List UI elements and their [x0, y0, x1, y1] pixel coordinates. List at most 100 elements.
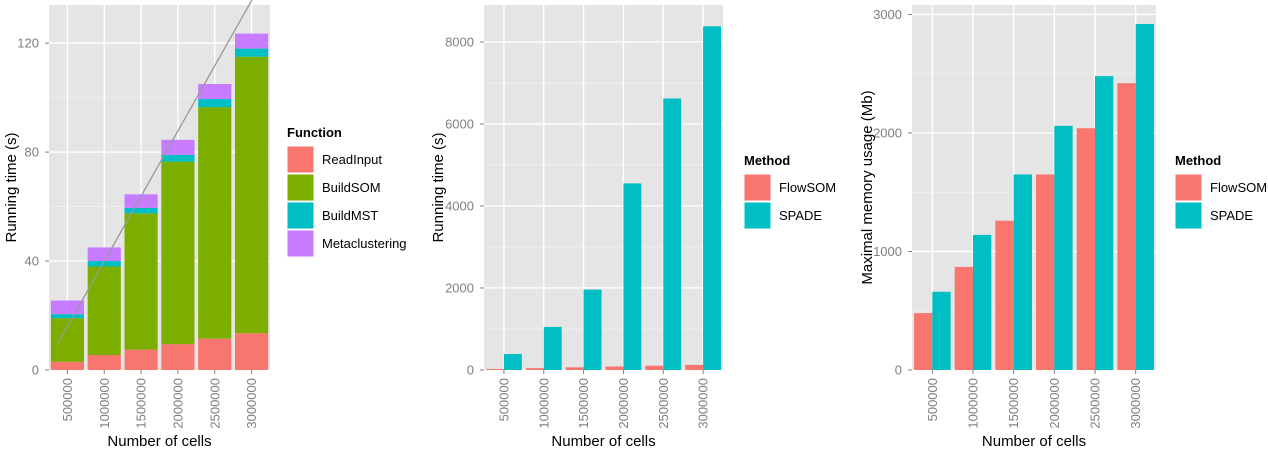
legend-label-spade: SPADE: [1210, 208, 1253, 223]
y-tick-label: 0: [467, 363, 474, 378]
y-axis-title: Maximal memory usage (Mb): [859, 90, 876, 284]
bar-spade: [583, 289, 602, 370]
legend-label-spade: SPADE: [779, 208, 822, 223]
legend-title: Method: [1175, 153, 1221, 168]
bar-segment-metaclustering: [87, 247, 121, 262]
bar-segment-buildsom: [235, 56, 269, 334]
bar-spade: [503, 354, 522, 370]
bar-segment-buildmst: [235, 48, 269, 57]
x-tick-label: 2000000: [170, 378, 185, 429]
chart-3: 0 1000 2000 3000 500000 1000000 1500000 2000000…: [859, 5, 1267, 450]
legend: Method FlowSOM SPADE: [743, 153, 836, 230]
legend-key-buildmst: [286, 201, 315, 230]
x-tick-label: 2500000: [656, 378, 671, 429]
legend-label-metaclustering: Metaclustering: [322, 236, 407, 251]
bar-spade: [663, 98, 682, 370]
bar-flowsom: [685, 364, 704, 370]
y-tick-label: 3000: [873, 7, 902, 22]
x-tick-label: 3000000: [696, 378, 711, 429]
x-tick-label: 2000000: [1047, 378, 1062, 429]
x-tick-label: 2500000: [207, 378, 222, 429]
bar-spade: [703, 26, 722, 371]
bar-spade: [623, 183, 642, 370]
legend-label-flowsom: FlowSOM: [1210, 180, 1267, 195]
x-tick-label: 1000000: [966, 378, 981, 429]
bar-segment-metaclustering: [124, 194, 158, 208]
reference-line: [57, 0, 253, 344]
legend-label-readinput: ReadInput: [322, 152, 382, 167]
bar-segment-buildsom: [161, 161, 195, 345]
chart-2: 0 2000 4000 6000 8000 500000 1000000 1500000 200…: [430, 5, 836, 450]
bar-spade: [973, 234, 992, 370]
bar-segment-buildsom: [198, 107, 232, 339]
y-tick-label: 0: [895, 363, 902, 378]
legend-label-buildmst: BuildMST: [322, 208, 378, 223]
bar-flowsom: [954, 266, 973, 370]
bar-segment-buildmst: [87, 261, 121, 267]
y-tick-label: 40: [25, 254, 39, 269]
bar-spade: [543, 326, 562, 370]
x-tick-label: 1500000: [134, 378, 149, 429]
bar-segment-readinput: [50, 361, 84, 370]
y-tick-label: 2000: [873, 125, 902, 140]
bar-segment-readinput: [235, 333, 269, 370]
bar-flowsom: [1117, 83, 1136, 370]
x-tick-label: 2500000: [1088, 378, 1103, 429]
y-axis-title: Running time (s): [3, 132, 20, 242]
x-axis-title: Number of cells: [982, 433, 1086, 450]
legend-label-flowsom: FlowSOM: [779, 180, 836, 195]
legend-key-metaclustering: [286, 229, 315, 258]
y-tick-label: 1000: [873, 244, 902, 259]
x-tick-label: 2000000: [616, 378, 631, 429]
x-tick-label: 500000: [925, 378, 940, 421]
legend-key-readinput: [286, 145, 315, 174]
bar-segment-metaclustering: [50, 300, 84, 315]
bar-flowsom: [1036, 174, 1055, 370]
bar-flowsom: [565, 367, 584, 370]
legend: Function ReadInput BuildSOM BuildMST Metaclu…: [286, 125, 407, 258]
x-tick-label: 1500000: [1006, 378, 1021, 429]
x-tick-label: 500000: [60, 378, 75, 421]
y-tick-label: 120: [17, 36, 39, 51]
plot-panel: [49, 5, 270, 370]
x-tick-label: 1000000: [536, 378, 551, 429]
bar-segment-readinput: [198, 338, 232, 370]
plot-panel: [484, 5, 723, 370]
bar-segment-buildsom: [87, 266, 121, 356]
bar-spade: [1095, 76, 1114, 371]
y-tick-label: 4000: [445, 198, 474, 213]
y-tick-label: 8000: [445, 34, 474, 49]
bar-spade: [1135, 23, 1154, 371]
legend: Method FlowSOM SPADE: [1174, 153, 1267, 230]
bar-segment-buildsom: [50, 318, 84, 362]
bar-segment-buildmst: [161, 154, 195, 162]
y-axis-title: Running time (s): [430, 132, 447, 242]
bar-segment-metaclustering: [235, 33, 269, 49]
bar-segment-readinput: [124, 349, 158, 370]
bar-flowsom: [995, 220, 1014, 370]
x-axis-title: Number of cells: [107, 433, 211, 450]
bar-segment-readinput: [87, 355, 121, 370]
bar-segment-buildsom: [124, 213, 158, 350]
legend-title: Method: [744, 153, 790, 168]
legend-title: Function: [287, 125, 342, 140]
legend-label-buildsom: BuildSOM: [322, 180, 381, 195]
bar-spade: [1054, 125, 1073, 371]
legend-key-flowsom: [1174, 173, 1203, 202]
legend-key-flowsom: [743, 173, 772, 202]
bar-segment-buildmst: [198, 98, 232, 108]
bar-spade: [1013, 174, 1032, 370]
bar-segment-buildmst: [50, 314, 84, 319]
bar-spade: [932, 291, 951, 370]
bar-flowsom: [525, 368, 544, 370]
bar-flowsom: [1076, 128, 1095, 370]
legend-key-spade: [1174, 201, 1203, 230]
chart-1: 0 40 80 120 500000 1000000 1500000 2000000 25000…: [3, 0, 407, 450]
x-tick-label: 3000000: [1128, 378, 1143, 429]
plot-panel: [912, 5, 1156, 370]
bar-flowsom: [485, 368, 504, 370]
bar-segment-metaclustering: [161, 139, 195, 155]
y-tick-label: 6000: [445, 116, 474, 131]
y-tick-label: 80: [25, 145, 39, 160]
